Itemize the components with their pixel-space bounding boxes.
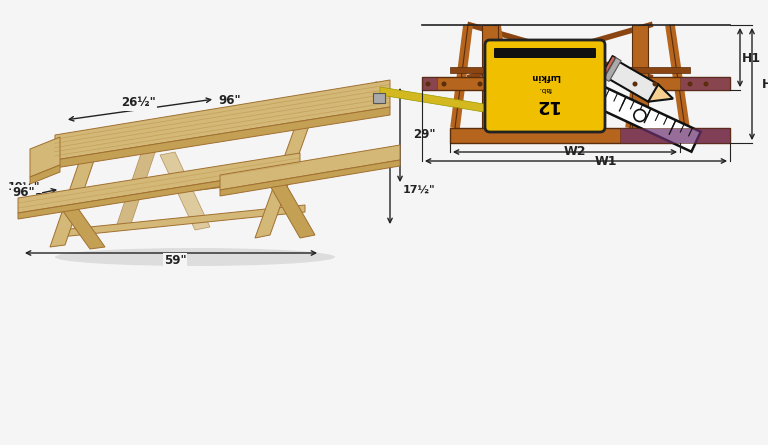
Circle shape (687, 81, 693, 86)
Circle shape (425, 81, 431, 86)
Circle shape (498, 81, 502, 86)
Polygon shape (30, 137, 60, 177)
Circle shape (634, 109, 646, 121)
Ellipse shape (55, 248, 335, 266)
Circle shape (442, 81, 446, 86)
Polygon shape (648, 85, 673, 101)
Polygon shape (630, 77, 730, 90)
Circle shape (703, 81, 709, 86)
Text: 96": 96" (12, 186, 35, 199)
Polygon shape (30, 165, 60, 184)
Polygon shape (160, 152, 210, 230)
Text: 26½": 26½" (121, 97, 155, 109)
Polygon shape (604, 57, 621, 81)
Text: H1: H1 (742, 52, 761, 65)
Text: 10½": 10½" (8, 182, 41, 192)
Polygon shape (265, 174, 315, 238)
Text: 59": 59" (164, 255, 187, 267)
Text: 96": 96" (219, 93, 241, 106)
Text: 17½": 17½" (403, 185, 435, 195)
Polygon shape (422, 77, 437, 90)
Text: 12: 12 (532, 96, 558, 114)
Polygon shape (55, 197, 105, 249)
Polygon shape (55, 80, 390, 160)
Text: fab.: fab. (538, 86, 551, 92)
Polygon shape (60, 205, 305, 237)
Polygon shape (255, 123, 310, 238)
Polygon shape (115, 123, 165, 230)
Polygon shape (680, 77, 730, 90)
Polygon shape (55, 167, 310, 207)
FancyBboxPatch shape (485, 40, 605, 132)
Text: W1: W1 (594, 155, 617, 168)
Polygon shape (55, 107, 390, 168)
Polygon shape (591, 85, 700, 152)
Polygon shape (18, 153, 300, 213)
Polygon shape (450, 67, 690, 73)
Polygon shape (632, 25, 648, 128)
Polygon shape (605, 59, 662, 101)
Polygon shape (482, 25, 498, 128)
Text: W2: W2 (564, 145, 586, 158)
Text: Lufkin: Lufkin (530, 73, 560, 81)
Polygon shape (450, 128, 730, 143)
Circle shape (653, 81, 657, 86)
Bar (373, 93, 385, 103)
Polygon shape (620, 128, 730, 143)
Polygon shape (220, 160, 400, 196)
Circle shape (633, 81, 637, 86)
FancyBboxPatch shape (494, 48, 596, 58)
Polygon shape (18, 168, 300, 219)
Text: 29": 29" (413, 129, 435, 142)
Polygon shape (601, 56, 616, 78)
Circle shape (478, 81, 482, 86)
Polygon shape (50, 143, 100, 247)
Polygon shape (220, 145, 400, 190)
Polygon shape (422, 77, 504, 90)
Text: H2: H2 (762, 77, 768, 90)
Polygon shape (380, 87, 490, 113)
